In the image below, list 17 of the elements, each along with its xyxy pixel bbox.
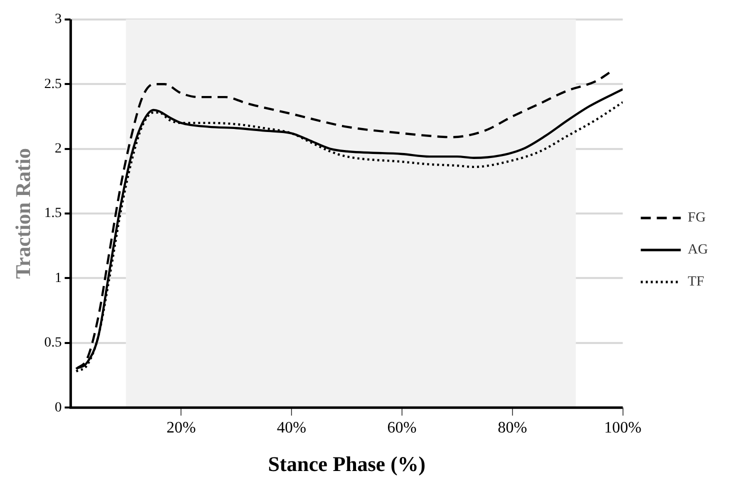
x-axis-title: Stance Phase (%) — [268, 452, 426, 476]
y-tick-label: 2 — [54, 141, 62, 156]
legend-label: FG — [688, 210, 706, 226]
legend-label: TF — [688, 274, 704, 290]
y-tick-label: 0.5 — [44, 336, 62, 351]
y-axis-title: Traction Ratio — [11, 148, 36, 279]
y-tick-label: 1 — [54, 270, 62, 286]
x-tick-label: 40% — [276, 419, 306, 436]
legend-label: AG — [688, 242, 708, 258]
y-tick-label: 1.5 — [44, 206, 62, 222]
y-tick-label: 2.5 — [44, 76, 62, 92]
y-tick-label: 3 — [54, 12, 62, 28]
x-tick-label: 20% — [166, 419, 196, 436]
y-tick-label: 0 — [54, 400, 62, 416]
x-tick-label: 60% — [387, 419, 417, 436]
x-tick-label: 100% — [604, 419, 642, 436]
x-tick-label: 80% — [498, 419, 528, 436]
